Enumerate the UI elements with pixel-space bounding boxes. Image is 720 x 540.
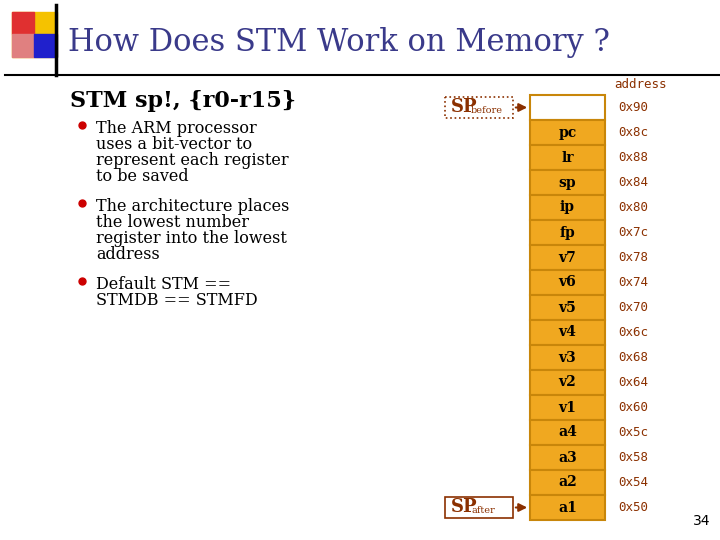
Bar <box>530 220 605 245</box>
Bar <box>530 445 605 470</box>
Text: v7: v7 <box>559 251 577 265</box>
Bar <box>34 34 57 57</box>
Text: a2: a2 <box>558 476 577 489</box>
Text: 0x5c: 0x5c <box>618 426 648 439</box>
Text: 0x80: 0x80 <box>618 201 648 214</box>
Text: represent each register: represent each register <box>96 152 289 169</box>
Text: How Does STM Work on Memory ?: How Does STM Work on Memory ? <box>68 28 610 58</box>
Bar <box>530 470 605 495</box>
Bar <box>530 245 605 270</box>
Bar <box>530 495 605 520</box>
Text: STM sp!, {r0-r15}: STM sp!, {r0-r15} <box>70 90 296 112</box>
Text: a4: a4 <box>558 426 577 440</box>
Text: before: before <box>471 106 503 115</box>
Text: uses a bit-vector to: uses a bit-vector to <box>96 136 252 153</box>
Text: v6: v6 <box>559 275 577 289</box>
Text: SP: SP <box>451 98 477 116</box>
Text: the lowest number: the lowest number <box>96 214 249 231</box>
Text: pc: pc <box>559 125 577 139</box>
Text: The ARM processor: The ARM processor <box>96 120 257 137</box>
Text: lr: lr <box>562 151 574 165</box>
Text: 0x74: 0x74 <box>618 276 648 289</box>
Text: a3: a3 <box>558 450 577 464</box>
Text: 0x6c: 0x6c <box>618 326 648 339</box>
Text: a1: a1 <box>558 501 577 515</box>
Text: 0x90: 0x90 <box>618 101 648 114</box>
Text: 0x68: 0x68 <box>618 351 648 364</box>
Text: 0x50: 0x50 <box>618 501 648 514</box>
Text: 0x60: 0x60 <box>618 401 648 414</box>
Bar <box>530 345 605 370</box>
Text: ip: ip <box>560 200 575 214</box>
Text: v2: v2 <box>559 375 577 389</box>
Bar <box>530 270 605 295</box>
Text: 0x70: 0x70 <box>618 301 648 314</box>
Text: 34: 34 <box>693 514 710 528</box>
Text: 0x8c: 0x8c <box>618 126 648 139</box>
Bar <box>530 95 605 120</box>
Text: after: after <box>471 506 495 515</box>
Text: v3: v3 <box>559 350 577 365</box>
Text: 0x64: 0x64 <box>618 376 648 389</box>
Text: SP: SP <box>451 497 477 516</box>
Bar <box>445 97 513 118</box>
Bar <box>12 34 34 57</box>
Text: register into the lowest: register into the lowest <box>96 230 287 247</box>
Bar <box>12 12 34 34</box>
Text: Default STM ==: Default STM == <box>96 276 231 293</box>
Text: v4: v4 <box>559 326 577 340</box>
Text: v1: v1 <box>559 401 577 415</box>
Text: sp: sp <box>559 176 576 190</box>
Text: 0x7c: 0x7c <box>618 226 648 239</box>
Text: 0x78: 0x78 <box>618 251 648 264</box>
Bar <box>530 295 605 320</box>
Bar <box>530 420 605 445</box>
Bar <box>530 320 605 345</box>
Text: The architecture places: The architecture places <box>96 198 289 215</box>
Bar <box>530 395 605 420</box>
Text: 0x84: 0x84 <box>618 176 648 189</box>
Text: STMDB == STMFD: STMDB == STMFD <box>96 292 258 309</box>
Bar <box>530 145 605 170</box>
Text: 0x58: 0x58 <box>618 451 648 464</box>
Bar <box>530 195 605 220</box>
Bar <box>12 12 57 57</box>
Bar <box>530 370 605 395</box>
Bar <box>530 120 605 145</box>
Text: 0x54: 0x54 <box>618 476 648 489</box>
Text: address: address <box>614 78 667 91</box>
Text: v5: v5 <box>559 300 577 314</box>
Text: address: address <box>96 246 160 263</box>
Bar <box>445 497 513 518</box>
Text: to be saved: to be saved <box>96 168 189 185</box>
Text: 0x88: 0x88 <box>618 151 648 164</box>
Bar <box>530 170 605 195</box>
Text: fp: fp <box>559 226 575 240</box>
